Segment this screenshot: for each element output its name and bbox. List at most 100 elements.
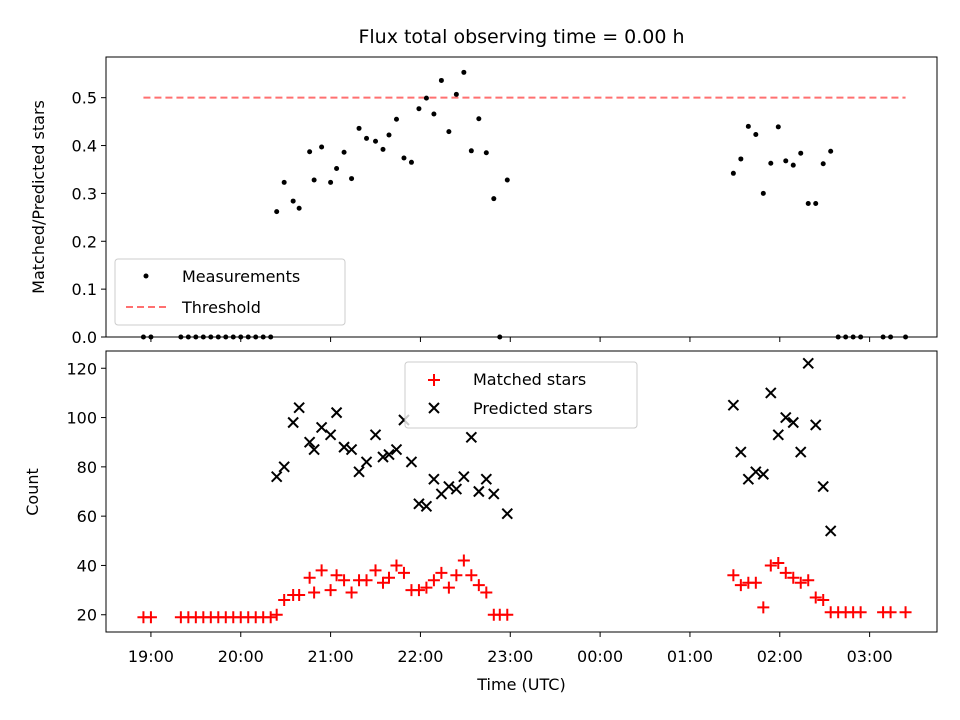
measurement-point (775, 124, 781, 130)
legend-measurements-marker (143, 273, 149, 279)
predicted-star-point (287, 416, 299, 429)
x-tick-label: 00:00 (577, 647, 623, 666)
matched-star-point (412, 584, 425, 597)
measurement-point (380, 146, 386, 152)
predicted-star-point (420, 500, 433, 512)
bottom-y-tick-label: 40 (77, 556, 97, 575)
measurement-point (423, 95, 429, 101)
matched-star-point (772, 556, 785, 569)
predicted-star-point (810, 419, 822, 431)
measurement-point (461, 69, 467, 75)
bottom-x-axis: 19:00 20:00 21:00 22:00 23:00 00:00 01:00 02:00… (128, 632, 893, 666)
predicted-star-point (278, 461, 290, 473)
bottom-y-tick-label: 80 (77, 458, 97, 477)
measurement-point (491, 196, 497, 202)
matched-star-point (884, 606, 897, 619)
measurement-point (730, 170, 736, 176)
x-tick-label: 20:00 (218, 647, 264, 666)
predicted-star-point (772, 429, 784, 441)
measurement-point (476, 116, 482, 122)
measurement-point (805, 200, 811, 206)
top-y-axis: 0.0 0.1 0.2 0.3 0.4 0.5 (72, 89, 106, 347)
predicted-star-point (795, 446, 807, 458)
top-y-tick-label: 0.2 (72, 232, 97, 251)
predicted-star-point (428, 473, 440, 485)
predicted-star-point (413, 498, 425, 510)
matched-star-point (899, 606, 912, 619)
predicted-star-point (802, 357, 814, 370)
measurement-point (760, 190, 766, 196)
matched-star-point (779, 566, 792, 579)
measurement-point (311, 177, 317, 183)
matched-star-point (382, 571, 395, 584)
top-y-axis-label: Matched/Predicted stars (29, 100, 48, 294)
matched-star-point (817, 593, 830, 606)
measurement-point (408, 159, 414, 165)
measurement-point (281, 179, 287, 185)
matched-star-point (734, 579, 747, 592)
top-y-tick-label: 0.4 (72, 137, 97, 156)
top-legend: Measurements Threshold (114, 258, 346, 326)
predicted-star-point (765, 387, 777, 399)
matched-star-point (809, 591, 822, 604)
predicted-star-point (824, 525, 837, 537)
predicted-star-point (780, 411, 792, 424)
measurement-point (307, 149, 313, 155)
predicted-star-point (324, 429, 337, 441)
predicted-star-point (501, 507, 513, 520)
top-y-tick-label: 0.3 (72, 184, 97, 203)
bottom-y-tick-label: 120 (66, 359, 97, 378)
matched-star-point (764, 559, 777, 572)
matched-star-point (420, 581, 433, 594)
predicted-star-point (458, 471, 470, 483)
measurement-point (504, 177, 510, 183)
top-panel-marks (140, 69, 909, 340)
predicted-star-point (787, 416, 799, 429)
measurement-point (828, 148, 834, 154)
matched-star-point (278, 593, 291, 606)
bottom-y-tick-label: 100 (66, 409, 97, 428)
matched-star-point (757, 601, 770, 614)
measurement-point (820, 161, 826, 167)
measurement-point (738, 156, 744, 162)
top-y-tick-label: 0.5 (72, 89, 97, 108)
measurement-point (798, 150, 804, 156)
measurement-point (790, 162, 796, 168)
measurement-point (753, 132, 759, 138)
measurement-point (783, 158, 789, 164)
matched-star-point (308, 586, 321, 599)
bottom-y-tick-label: 20 (77, 606, 97, 625)
measurement-point (483, 150, 489, 156)
predicted-star-point (338, 441, 350, 453)
top-x-ticks (150, 337, 871, 342)
matched-star-point (802, 574, 815, 587)
measurement-point (373, 138, 379, 144)
x-tick-label: 21:00 (308, 647, 354, 666)
matched-star-point (264, 611, 277, 624)
predicted-star-point (383, 448, 395, 461)
matched-star-point (442, 581, 455, 594)
x-tick-label: 02:00 (757, 647, 803, 666)
bottom-legend-box (404, 361, 638, 429)
bottom-y-axis-label: Count (23, 468, 42, 516)
predicted-star-point (270, 471, 283, 483)
matched-star-point (787, 571, 800, 584)
measurement-point (416, 106, 422, 112)
predicted-star-point (473, 485, 485, 498)
matched-star-point (270, 608, 283, 621)
measurement-point (386, 132, 392, 138)
bottom-panel: 20 40 60 80 100 120 19:00 20:00 21:00 22:00 23:00… (23, 350, 938, 694)
matched-star-point (369, 564, 382, 577)
x-tick-label: 23:00 (487, 647, 533, 666)
predicted-star-point (750, 466, 762, 478)
measurement-point (334, 166, 340, 172)
predicted-star-point (308, 443, 320, 456)
matched-star-point (390, 559, 403, 572)
matched-star-point (345, 586, 358, 599)
matched-star-point (480, 586, 493, 599)
top-panel-frame (105, 56, 938, 338)
top-y-tick-label: 0.0 (72, 328, 97, 347)
matched-star-point (501, 608, 514, 621)
bottom-legend: Matched stars Predicted stars (404, 361, 638, 429)
